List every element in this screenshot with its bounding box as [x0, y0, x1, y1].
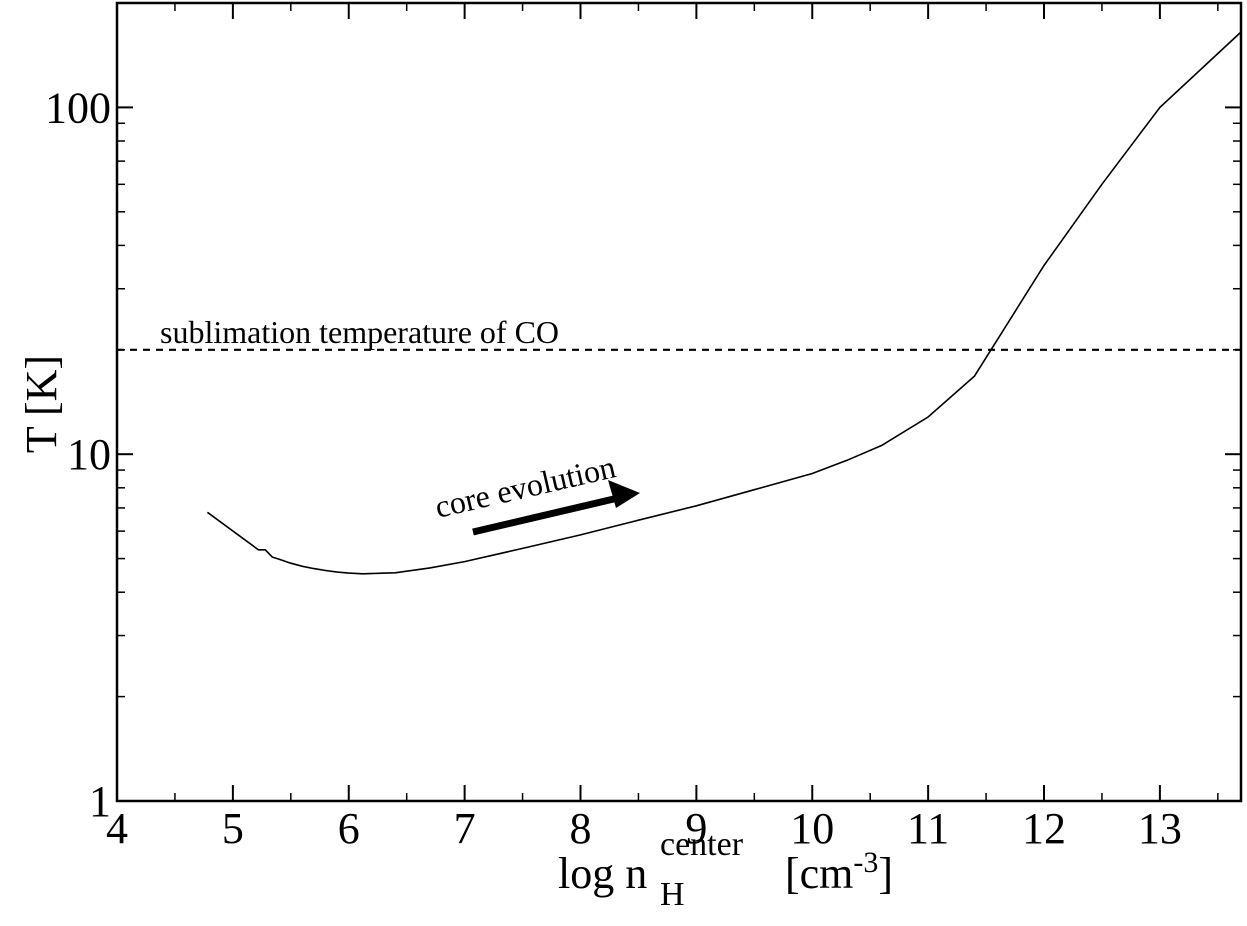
y-axis-label: T [K]: [17, 355, 66, 453]
y-tick-label: 100: [45, 83, 111, 132]
x-axis-label-sub: H: [660, 876, 685, 913]
x-tick-label: 12: [1022, 804, 1066, 853]
x-tick-label: 4: [106, 804, 128, 853]
minor-ticks: [117, 2, 1241, 801]
x-tick-label: 7: [454, 804, 476, 853]
x-axis-label-unit: [cm-3]: [785, 846, 893, 898]
x-tick-label: 6: [338, 804, 360, 853]
x-axis-label-main: log n: [558, 849, 647, 898]
temperature-curve: [206, 31, 1242, 575]
y-tick-label: 1: [89, 777, 111, 826]
y-tick-label: 10: [67, 430, 111, 479]
x-tick-label: 10: [790, 804, 834, 853]
arrow-label: core evolution: [431, 448, 618, 524]
x-tick-label: 8: [570, 804, 592, 853]
x-tick-label: 5: [222, 804, 244, 853]
co-line-label: sublimation temperature of CO: [160, 314, 559, 350]
arrow-shaft: [472, 494, 619, 536]
x-tick-label: 9: [685, 804, 707, 853]
arrow-head: [608, 480, 640, 508]
x-tick-labels: 4 5 6 7 8 9 10 11 12 13: [106, 804, 1182, 853]
x-axis-label-sup: center: [660, 826, 744, 863]
plot-frame: [115, 1, 1243, 803]
major-ticks: [116, 3, 1241, 802]
x-axis-unit-sup: -3: [853, 846, 878, 879]
x-tick-label: 13: [1138, 804, 1182, 853]
core-evolution-arrow: [472, 480, 640, 536]
x-axis-unit-pre: [cm: [785, 849, 853, 898]
x-axis-label: log n center H [cm-3]: [558, 826, 893, 913]
y-tick-labels: 1 10 100: [45, 83, 111, 826]
x-tick-label: 11: [907, 804, 949, 853]
x-axis-unit-post: ]: [878, 849, 893, 898]
